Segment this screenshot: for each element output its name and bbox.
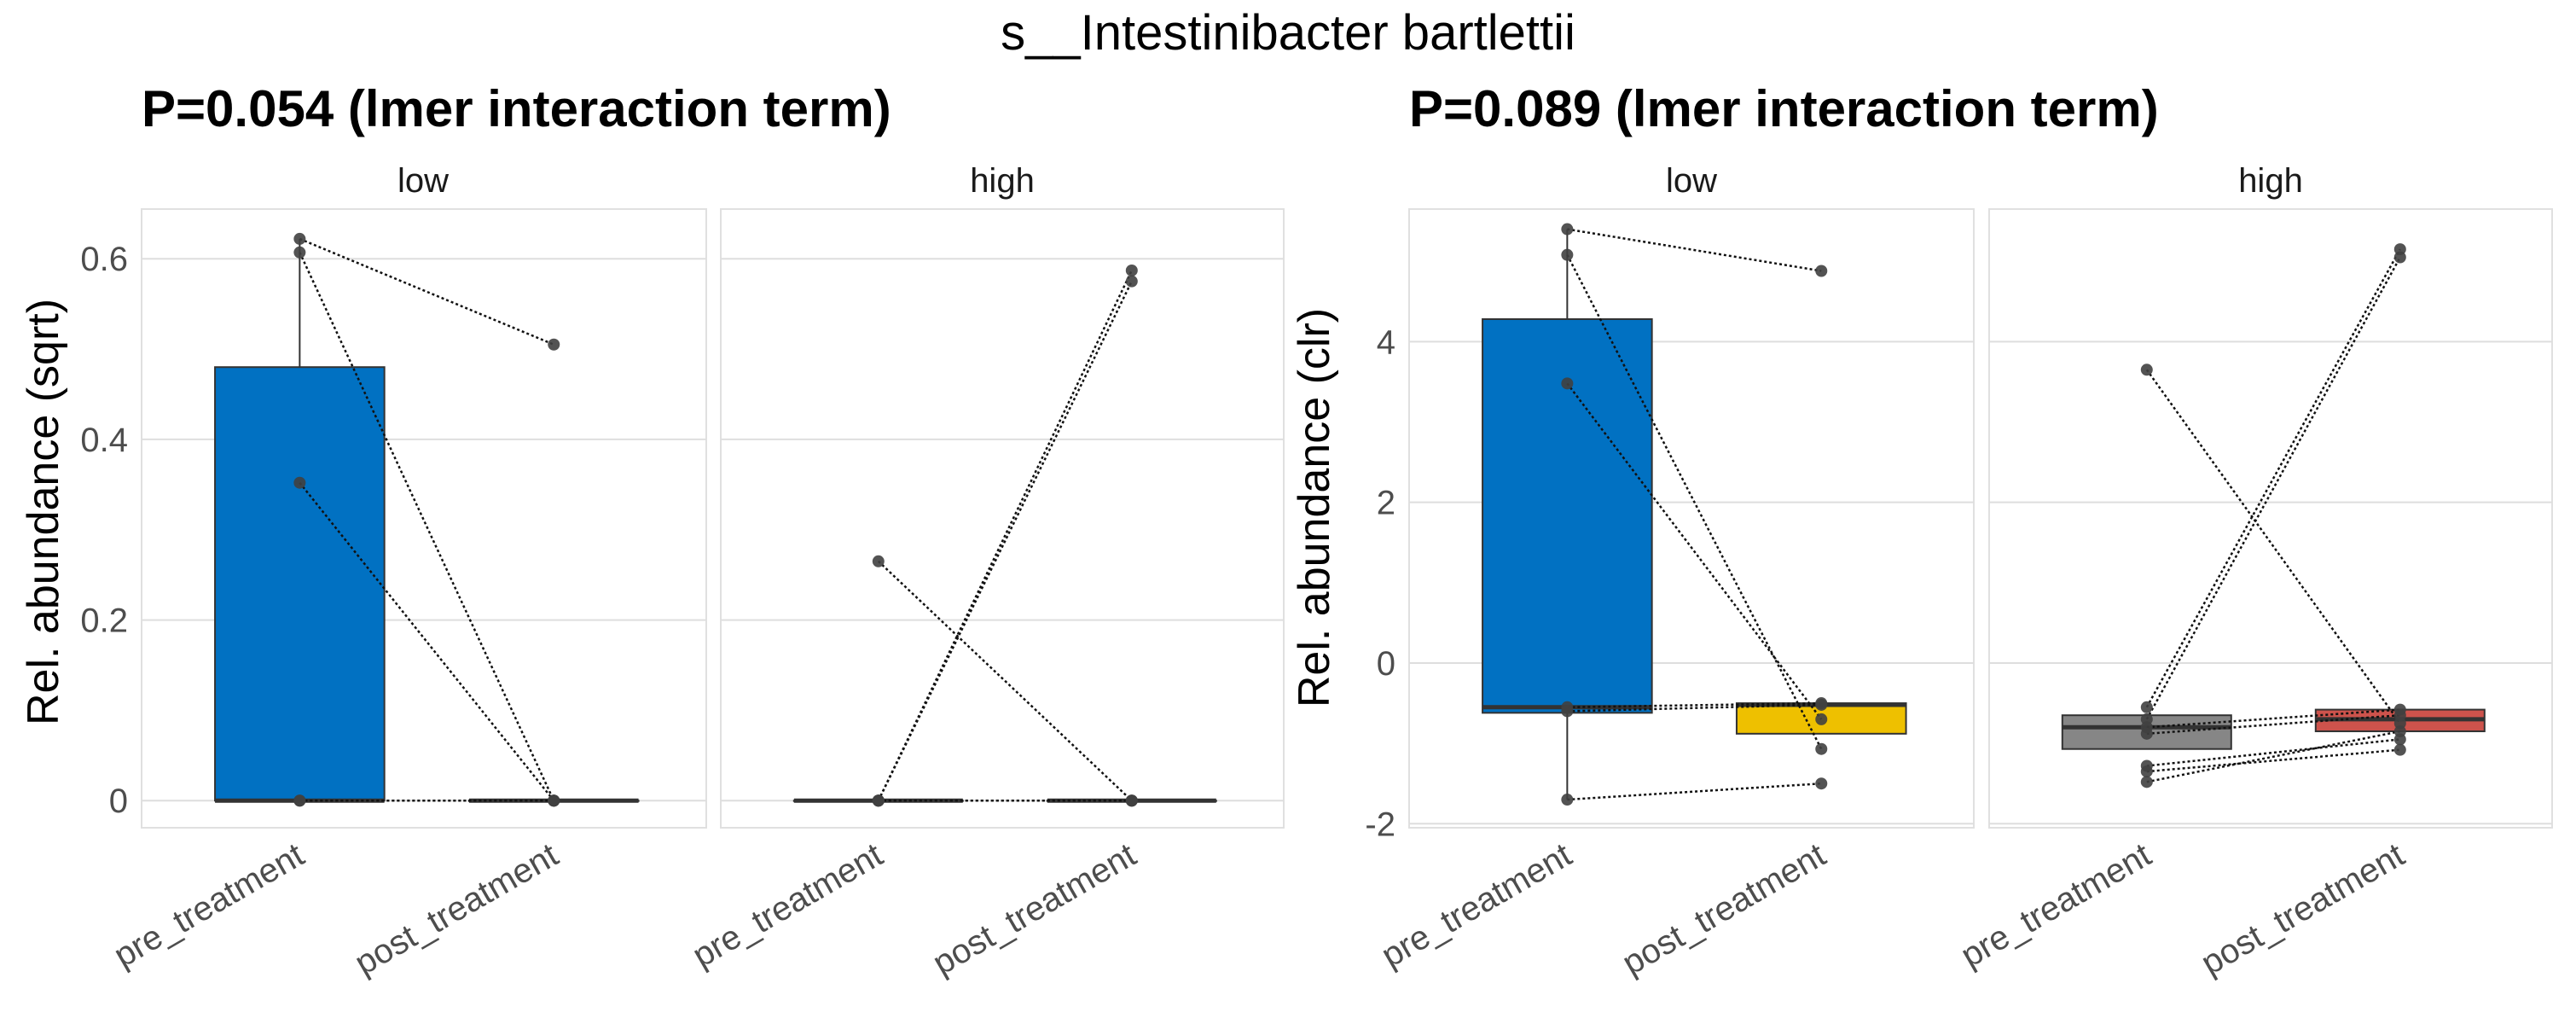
panel-frame	[720, 208, 1285, 829]
facet-strip-high: high	[970, 162, 1035, 200]
x-tick-label: post_treatment	[1616, 836, 1832, 983]
paired-line	[2145, 369, 2401, 724]
data-point-post	[2393, 251, 2406, 264]
y-tick-label: 4	[1377, 323, 1395, 361]
facet-low-clr: low pre_treatment post_treatment	[1375, 162, 1975, 983]
paired-line	[2146, 748, 2400, 773]
paired-line	[2145, 248, 2401, 708]
figure-title: s__Intestinibacter bartlettii	[1001, 5, 1575, 61]
y-tick-label: 0.6	[80, 241, 128, 278]
x-tick-label: pre_treatment	[1375, 836, 1578, 975]
paired-line	[2145, 256, 2401, 720]
data-point-post	[2393, 725, 2406, 738]
facet-strip-low: low	[1666, 162, 1717, 200]
data-point-post	[1815, 698, 1828, 711]
paired-line	[1567, 782, 1822, 801]
paired-line	[877, 560, 1133, 802]
data-point-post	[1815, 742, 1828, 755]
box-pre_treatment	[214, 366, 386, 802]
facet-strip-high: high	[2238, 162, 2303, 200]
data-point-pre	[872, 555, 885, 567]
data-point-post	[1815, 713, 1828, 725]
paired-line	[1567, 228, 1822, 272]
x-tick-label: post_treatment	[2195, 836, 2411, 983]
y-axis-label-clr: Rel. abundance (clr)	[1290, 308, 1339, 707]
data-point-post	[1125, 264, 1138, 276]
paired-line	[877, 281, 1133, 801]
y-axis-ticks-clr: -2 0 2 4	[1365, 323, 1395, 843]
y-tick-label: 0	[109, 783, 128, 820]
data-point-pre	[2140, 727, 2153, 740]
y-axis-label-sqrt: Rel. abundance (sqrt)	[19, 299, 68, 725]
plot-clr: P=0.089 (lmer interaction term) Rel. abu…	[1290, 80, 2553, 983]
facet-strip-low: low	[397, 162, 449, 200]
paired-line	[1567, 701, 1822, 709]
plot-sqrt: P=0.054 (lmer interaction term) Rel. abu…	[19, 80, 1285, 983]
data-point-pre	[293, 476, 306, 489]
data-point-pre	[293, 246, 306, 259]
y-tick-label: 0.4	[80, 422, 128, 459]
data-point-pre	[293, 232, 306, 245]
data-point-pre	[1561, 377, 1574, 390]
data-point-post	[1125, 794, 1138, 807]
y-axis-ticks-sqrt: 0 0.2 0.4 0.6	[80, 241, 128, 820]
data-point-pre	[2140, 364, 2153, 376]
x-tick-label: pre_treatment	[107, 836, 310, 975]
data-point-pre	[2140, 776, 2153, 788]
facet-high-clr: high pre_treatment post_treatment	[1955, 162, 2553, 983]
x-tick-label: post_treatment	[926, 836, 1142, 983]
data-point-post	[1815, 777, 1828, 790]
plot-title-clr: P=0.089 (lmer interaction term)	[1409, 80, 2159, 137]
x-tick-label: pre_treatment	[1955, 836, 2158, 975]
facet-high-sqrt: high pre_treatment post_treatment	[687, 162, 1285, 983]
data-point-post	[548, 794, 560, 807]
paired-line	[299, 252, 555, 801]
paired-line	[1566, 254, 1823, 750]
paired-line	[2146, 738, 2400, 767]
data-point-pre	[1561, 223, 1574, 236]
x-tick-label: post_treatment	[349, 836, 565, 983]
x-tick-label: pre_treatment	[687, 836, 890, 975]
y-tick-label: 0.2	[80, 602, 128, 640]
facet-low-sqrt: low pre_treatment post_treatment	[107, 162, 707, 983]
paired-line	[2146, 730, 2401, 783]
paired-line	[1566, 382, 1823, 720]
data-point-pre	[293, 794, 306, 807]
paired-line	[1567, 703, 1822, 713]
data-point-post	[1125, 275, 1138, 288]
data-point-post	[2393, 709, 2406, 722]
y-tick-label: 0	[1377, 645, 1395, 683]
data-point-pre	[2140, 765, 2153, 778]
y-tick-label: 2	[1377, 485, 1395, 522]
paired-line	[2146, 713, 2400, 736]
data-point-pre	[1561, 248, 1574, 261]
data-point-post	[548, 338, 560, 351]
data-point-post	[2393, 743, 2406, 756]
y-tick-label: -2	[1365, 806, 1395, 843]
data-point-pre	[872, 794, 885, 807]
plot-title-sqrt: P=0.054 (lmer interaction term)	[142, 80, 891, 137]
paired-line	[2146, 708, 2400, 729]
data-point-pre	[2140, 701, 2153, 713]
data-point-pre	[1561, 705, 1574, 718]
paired-line	[299, 481, 555, 802]
data-point-pre	[1561, 794, 1574, 806]
data-point-post	[1815, 265, 1828, 277]
